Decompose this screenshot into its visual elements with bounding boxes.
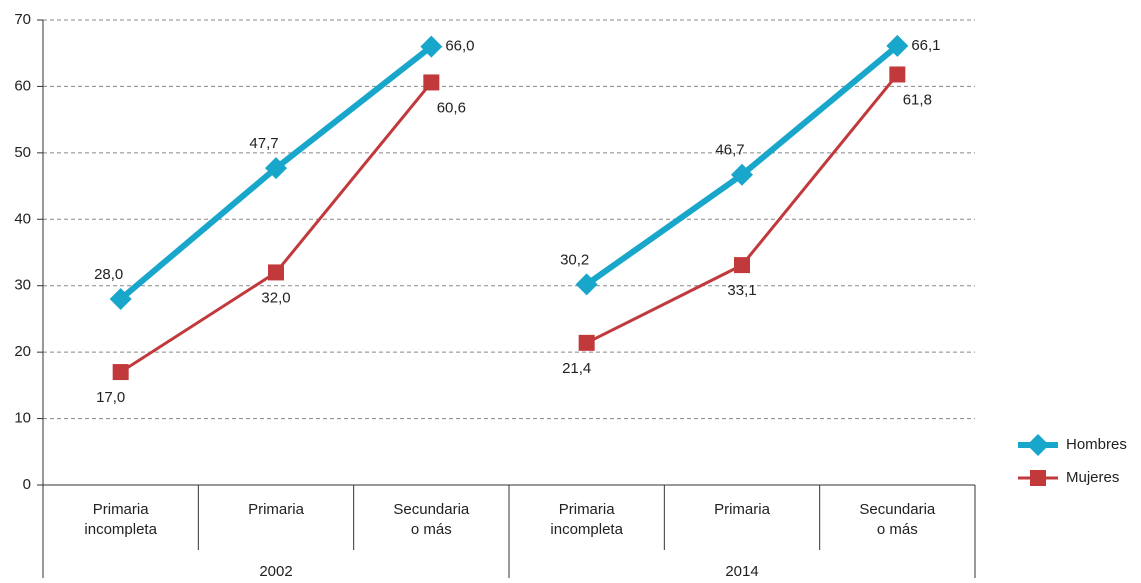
marker (734, 257, 750, 274)
data-label: 30,2 (560, 251, 589, 268)
series-line (119, 81, 433, 374)
x-tick-label: Primaria (714, 501, 770, 518)
x-tick-label: Secundaria o más (859, 501, 936, 538)
x-tick-line: o más (877, 521, 918, 538)
x-tick-line: Primaria (559, 501, 615, 518)
marker (265, 157, 287, 180)
x-tick-label: Primaria incompleta (84, 501, 157, 538)
data-label: 32,0 (261, 289, 290, 306)
marker (268, 264, 284, 281)
legend-label: Hombres (1066, 436, 1127, 453)
marker (731, 163, 753, 186)
data-label: 33,1 (727, 282, 756, 299)
marker (886, 34, 909, 57)
marker (112, 364, 129, 381)
y-tick-label: 40 (14, 210, 31, 227)
marker (575, 273, 598, 296)
marker (1030, 470, 1046, 486)
data-label: 66,1 (911, 37, 940, 54)
x-tick-line: Secundaria (859, 501, 936, 518)
x-tick-label: Secundaria o más (393, 501, 470, 538)
data-label: 47,7 (249, 135, 278, 152)
x-tick-line: Secundaria (393, 501, 470, 518)
data-label: 60,6 (437, 99, 466, 116)
marker (1027, 434, 1049, 456)
x-tick-line: incompleta (550, 521, 623, 538)
y-tick-label: 60 (14, 77, 31, 94)
marker (420, 35, 443, 58)
data-label: 66,0 (445, 38, 474, 55)
y-tick-label: 20 (14, 343, 31, 360)
data-label: 61,8 (903, 91, 932, 108)
data-label: 21,4 (562, 360, 591, 377)
y-tick-label: 70 (14, 11, 31, 28)
legend-label: Mujeres (1066, 469, 1119, 486)
group-label: 2014 (725, 563, 758, 580)
marker (889, 66, 906, 83)
data-label: 17,0 (96, 389, 125, 406)
y-tick-label: 10 (14, 410, 31, 427)
marker (578, 334, 595, 351)
series-line (585, 73, 899, 345)
marker (109, 288, 132, 310)
data-label: 46,7 (715, 142, 744, 159)
x-tick-line: o más (411, 521, 452, 538)
x-tick-line: incompleta (84, 521, 157, 538)
x-tick-label: Primaria (248, 501, 304, 518)
x-tick-label: Primaria incompleta (550, 501, 623, 538)
y-tick-label: 30 (14, 277, 31, 294)
marker (423, 74, 440, 91)
data-label: 28,0 (94, 266, 123, 283)
y-tick-label: 50 (14, 144, 31, 161)
x-tick-line: Primaria (93, 501, 149, 518)
y-tick-label: 0 (23, 476, 31, 493)
group-label: 2002 (259, 563, 292, 580)
